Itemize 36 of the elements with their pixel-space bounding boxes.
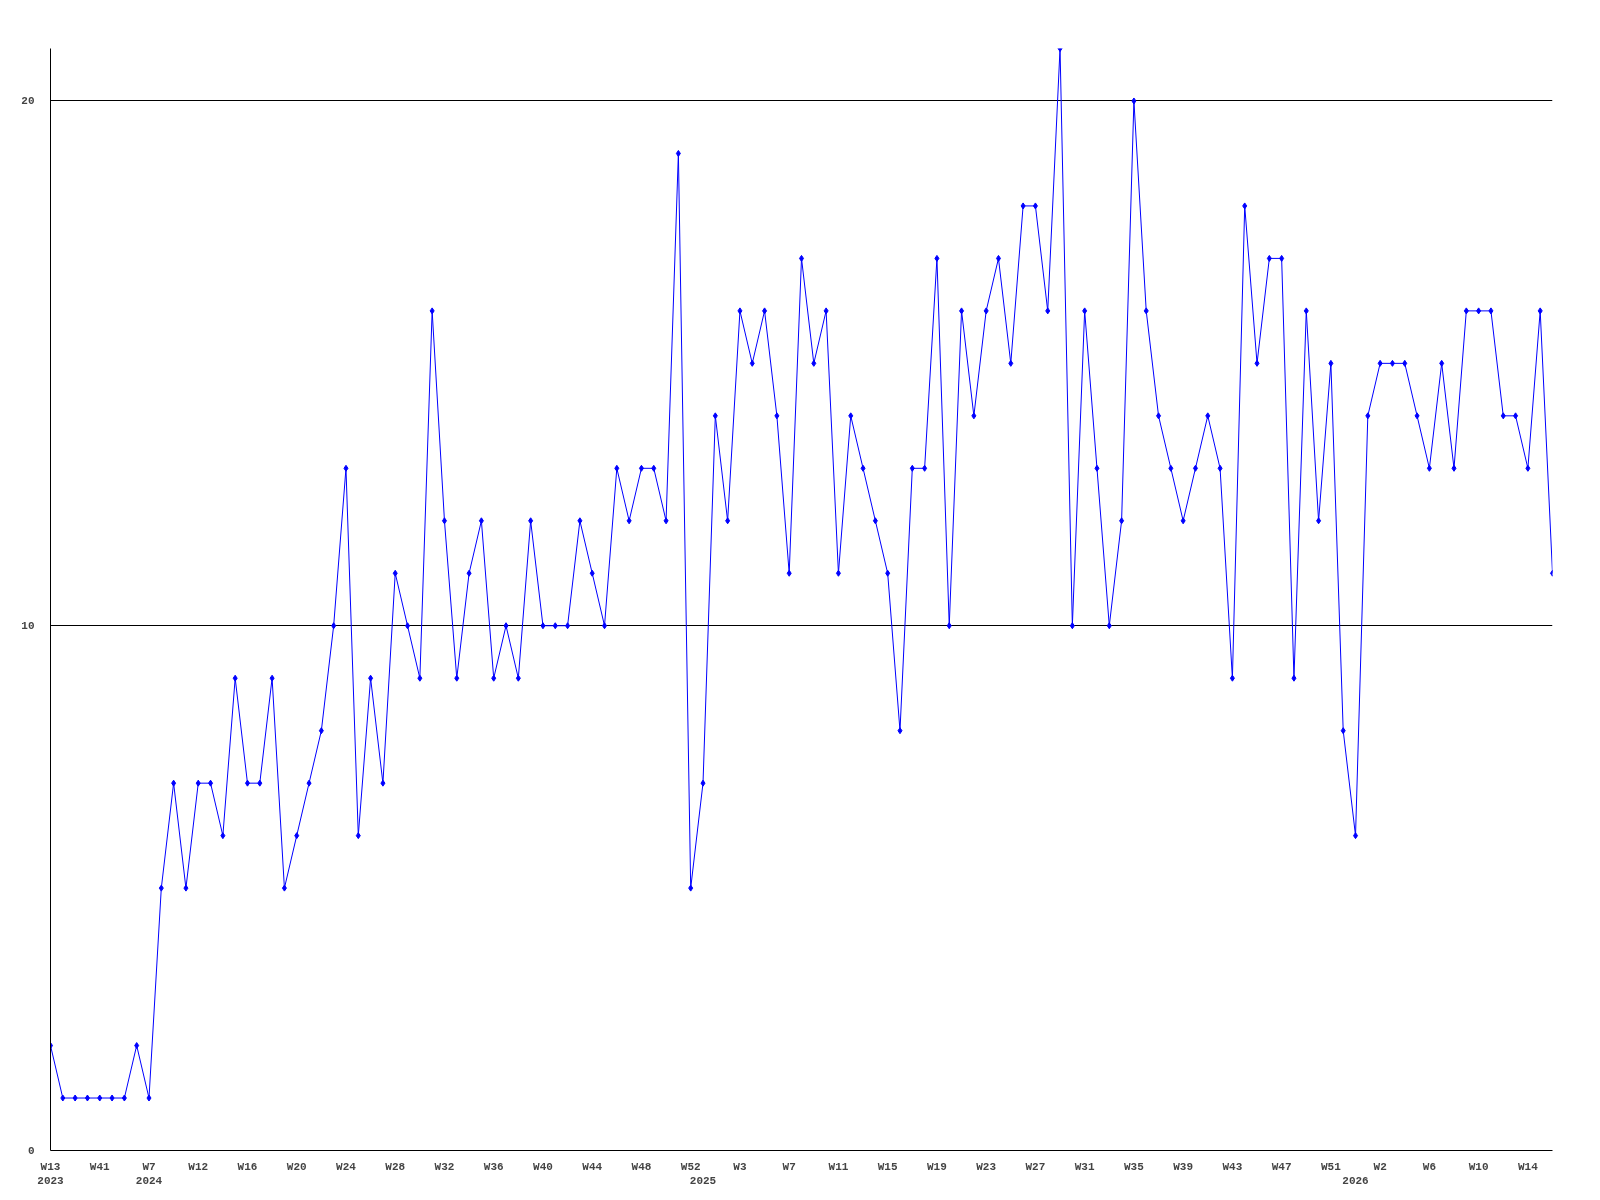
x-tick-label: W40	[533, 1160, 553, 1173]
x-tick-label: W10	[1468, 1160, 1489, 1173]
x-tick-label: W28	[385, 1160, 406, 1173]
x-tick-label: W6	[1422, 1160, 1436, 1173]
x-tick-label: W3	[733, 1160, 747, 1173]
x-tick-label: W39	[1173, 1160, 1194, 1173]
x-tick-label: W27	[1025, 1160, 1046, 1173]
x-tick-label: W2	[1373, 1160, 1387, 1173]
x-tick-label: W43	[1222, 1160, 1243, 1173]
x-tick-label: W24	[336, 1160, 357, 1173]
y-tick-label: 0	[27, 1145, 35, 1157]
x-tick-label: W12	[188, 1160, 209, 1173]
x-tick-label: 2025	[689, 1174, 717, 1187]
x-tick-label: W15	[877, 1160, 898, 1173]
x-tick-label: W32	[434, 1160, 455, 1173]
x-tick-label: W23	[976, 1160, 997, 1173]
x-tick-label: W13 2023	[37, 1160, 65, 1187]
x-tick-label: W52	[680, 1160, 701, 1173]
x-tick-label: W11	[828, 1160, 849, 1173]
x-tick-label: W16	[237, 1160, 258, 1173]
x-tick-label: W41	[89, 1160, 111, 1173]
x-tick-label: W7 2024	[135, 1160, 163, 1187]
x-tick-label: W47	[1271, 1160, 1292, 1173]
x-tick-label: W36	[483, 1160, 504, 1173]
x-tick-label: W35	[1124, 1160, 1145, 1173]
x-tick-label: W51	[1320, 1160, 1342, 1173]
x-tick-label: W44	[582, 1160, 603, 1173]
x-tick-label: W7	[782, 1160, 796, 1173]
x-tick-label: W14	[1517, 1160, 1539, 1173]
y-tick-label: 20	[21, 95, 35, 108]
x-tick-label: W19	[927, 1160, 947, 1173]
x-tick-label: W48	[631, 1160, 652, 1173]
y-tick-label: 10	[21, 620, 35, 633]
x-tick-label: W31	[1074, 1160, 1095, 1173]
x-tick-label: W20	[286, 1160, 307, 1173]
x-tick-label: 2026	[1342, 1174, 1369, 1187]
